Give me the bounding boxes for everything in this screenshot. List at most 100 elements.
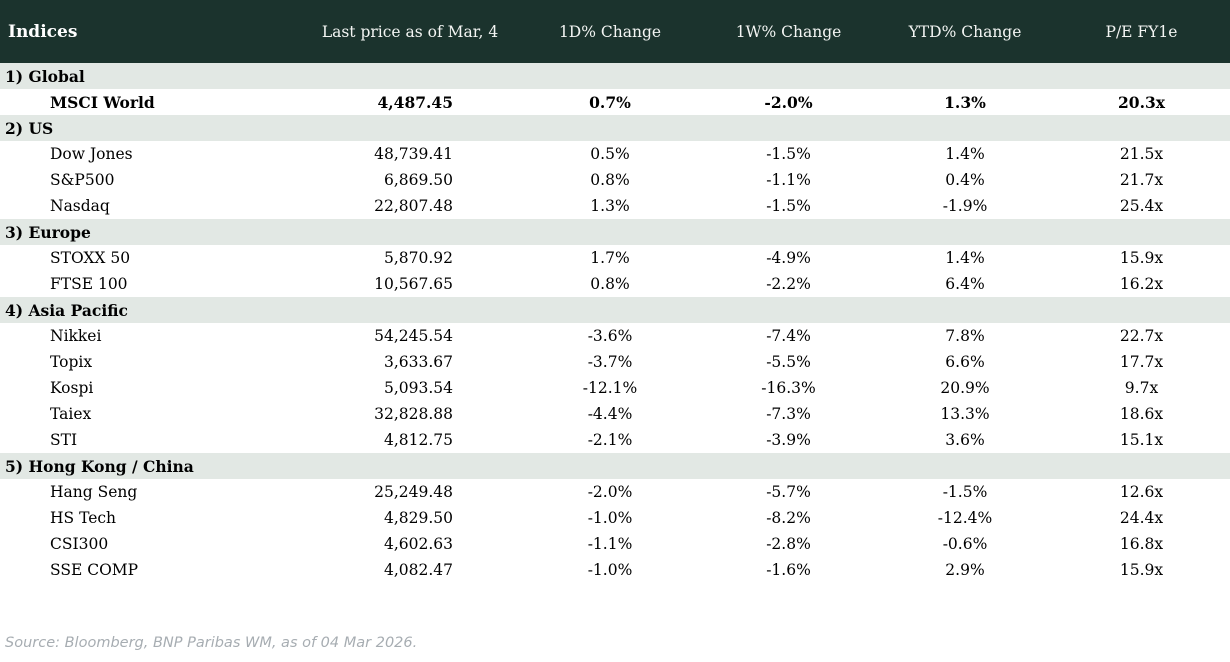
- index-name: S&P500: [50, 171, 115, 189]
- 1d-change: -3.7%: [587, 353, 633, 371]
- section-label: 4) Asia Pacific: [0, 297, 1230, 323]
- last-price: 48,739.41: [374, 145, 453, 163]
- 1w-change: -1.5%: [766, 197, 811, 215]
- ytd-change: 3.6%: [945, 431, 985, 449]
- 1d-change: 0.5%: [590, 145, 630, 163]
- index-name: Taiex: [50, 405, 92, 423]
- index-name: Dow Jones: [50, 145, 133, 163]
- column-header-pe-fy1e: P/E FY1e: [1053, 0, 1230, 63]
- section-header-row: 3) Europe: [0, 219, 1230, 245]
- column-header-indices: Indices: [0, 0, 300, 63]
- ytd-change: 2.9%: [945, 561, 985, 579]
- 1w-change: -5.7%: [766, 483, 811, 501]
- pe-fy1e: 15.9x: [1119, 249, 1164, 267]
- table-row: Topix 3,633.67 -3.7% -5.5% 6.6% 17.7x: [0, 349, 1230, 375]
- column-header-ytd-change: YTD% Change: [877, 0, 1053, 63]
- 1d-change: 0.8%: [590, 171, 630, 189]
- table-row: Nikkei 54,245.54 -3.6% -7.4% 7.8% 22.7x: [0, 323, 1230, 349]
- 1d-change: -4.4%: [587, 405, 633, 423]
- 1w-change: -7.4%: [766, 327, 811, 345]
- last-price: 4,829.50: [383, 509, 453, 527]
- source-note: Source: Bloomberg, BNP Paribas WM, as of…: [5, 635, 418, 651]
- section-header-row: 4) Asia Pacific: [0, 297, 1230, 323]
- index-name: STI: [50, 431, 78, 449]
- ytd-change: -1.5%: [942, 483, 988, 501]
- index-name: STOXX 50: [50, 249, 131, 267]
- pe-fy1e: 15.9x: [1119, 561, 1164, 579]
- section-label: 3) Europe: [0, 219, 1230, 245]
- table-body: 1) Global MSCI World 4,487.45 0.7% -2.0% 1.3%…: [0, 63, 1230, 583]
- last-price: 4,602.63: [383, 535, 453, 553]
- 1w-change: -7.3%: [766, 405, 811, 423]
- section-label: 5) Hong Kong / China: [0, 453, 1230, 479]
- table-row: Nasdaq 22,807.48 1.3% -1.5% -1.9% 25.4x: [0, 193, 1230, 219]
- column-header-1d-change: 1D% Change: [520, 0, 700, 63]
- ytd-change: 6.4%: [945, 275, 985, 293]
- pe-fy1e: 16.8x: [1119, 535, 1164, 553]
- 1d-change: -2.1%: [587, 431, 633, 449]
- section-header-row: 5) Hong Kong / China: [0, 453, 1230, 479]
- last-price: 4,487.45: [377, 92, 453, 112]
- column-header-1w-change: 1W% Change: [700, 0, 877, 63]
- pe-fy1e: 15.1x: [1119, 431, 1164, 449]
- pe-fy1e: 18.6x: [1119, 405, 1164, 423]
- ytd-change: 1.3%: [944, 92, 986, 112]
- last-price: 54,245.54: [374, 327, 453, 345]
- ytd-change: 1.4%: [945, 145, 985, 163]
- pe-fy1e: 17.7x: [1119, 353, 1164, 371]
- index-name: SSE COMP: [50, 561, 139, 579]
- last-price: 32,828.88: [374, 405, 453, 423]
- pe-fy1e: 20.3x: [1118, 92, 1165, 112]
- 1w-change: -5.5%: [766, 353, 811, 371]
- table-row: CSI300 4,602.63 -1.1% -2.8% -0.6% 16.8x: [0, 531, 1230, 557]
- section-header-row: 1) Global: [0, 63, 1230, 89]
- table-row: STI 4,812.75 -2.1% -3.9% 3.6% 15.1x: [0, 427, 1230, 453]
- 1d-change: 0.7%: [589, 92, 631, 112]
- index-name: Nasdaq: [50, 197, 110, 215]
- section-label: 1) Global: [0, 63, 1230, 89]
- pe-fy1e: 21.7x: [1119, 171, 1164, 189]
- table-header: Indices Last price as of Mar, 4 1D% Chan…: [0, 0, 1230, 63]
- ytd-change: -1.9%: [942, 197, 988, 215]
- last-price: 4,812.75: [383, 431, 453, 449]
- 1w-change: -2.8%: [766, 535, 811, 553]
- table-row: HS Tech 4,829.50 -1.0% -8.2% -12.4% 24.4x: [0, 505, 1230, 531]
- last-price: 3,633.67: [383, 353, 453, 371]
- index-name: Nikkei: [50, 327, 102, 345]
- ytd-change: 7.8%: [945, 327, 985, 345]
- section-label: 2) US: [0, 115, 1230, 141]
- 1w-change: -1.1%: [766, 171, 811, 189]
- indices-table: Indices Last price as of Mar, 4 1D% Chan…: [0, 0, 1230, 583]
- column-header-last-price: Last price as of Mar, 4: [300, 0, 520, 63]
- 1w-change: -1.6%: [766, 561, 811, 579]
- table-row: STOXX 50 5,870.92 1.7% -4.9% 1.4% 15.9x: [0, 245, 1230, 271]
- 1d-change: -1.0%: [587, 561, 633, 579]
- last-price: 5,093.54: [383, 379, 453, 397]
- pe-fy1e: 24.4x: [1119, 509, 1164, 527]
- pe-fy1e: 12.6x: [1119, 483, 1164, 501]
- last-price: 25,249.48: [374, 483, 453, 501]
- pe-fy1e: 16.2x: [1119, 275, 1164, 293]
- pe-fy1e: 25.4x: [1119, 197, 1164, 215]
- 1w-change: -3.9%: [766, 431, 811, 449]
- table-row: FTSE 100 10,567.65 0.8% -2.2% 6.4% 16.2x: [0, 271, 1230, 297]
- ytd-change: 0.4%: [945, 171, 985, 189]
- 1d-change: 0.8%: [590, 275, 630, 293]
- ytd-change: 1.4%: [945, 249, 985, 267]
- 1d-change: -2.0%: [587, 483, 633, 501]
- index-name: MSCI World: [50, 92, 155, 112]
- section-header-row: 2) US: [0, 115, 1230, 141]
- 1w-change: -16.3%: [761, 379, 816, 397]
- ytd-change: -12.4%: [937, 509, 993, 527]
- last-price: 4,082.47: [383, 561, 453, 579]
- 1d-change: -1.0%: [587, 509, 633, 527]
- index-name: Kospi: [50, 379, 94, 397]
- last-price: 5,870.92: [383, 249, 453, 267]
- last-price: 22,807.48: [374, 197, 453, 215]
- ytd-change: 20.9%: [940, 379, 990, 397]
- last-price: 10,567.65: [374, 275, 453, 293]
- 1w-change: -2.2%: [766, 275, 811, 293]
- index-name: CSI300: [50, 535, 109, 553]
- index-name: Hang Seng: [50, 483, 138, 501]
- index-name: FTSE 100: [50, 275, 128, 293]
